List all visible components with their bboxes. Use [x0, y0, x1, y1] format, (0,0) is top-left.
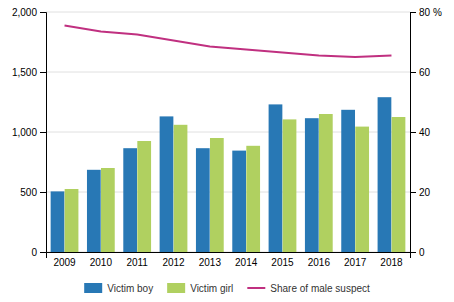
- tick-label: 60: [419, 67, 431, 78]
- bar: [210, 138, 224, 252]
- tick-label: 1,500: [12, 67, 37, 78]
- line: [65, 26, 392, 58]
- legend-swatch: [247, 287, 265, 289]
- legend-label: Victim girl: [190, 283, 233, 294]
- tick-label: 2011: [126, 257, 148, 268]
- legend-label: Share of male suspect: [270, 283, 370, 294]
- tick: 2018: [380, 252, 403, 268]
- bar: [196, 148, 210, 252]
- tick-mark: [410, 132, 416, 133]
- tick: 0: [410, 247, 425, 258]
- legend-label: Victim boy: [107, 283, 153, 294]
- tick-mark: [40, 12, 46, 13]
- tick: 2013: [199, 252, 222, 268]
- tick-mark: [40, 252, 46, 253]
- bar: [269, 104, 283, 252]
- tick: 2017: [344, 252, 367, 268]
- tick-label: 40: [419, 127, 431, 138]
- tick-label: 2013: [199, 257, 222, 268]
- grid: [46, 12, 410, 252]
- tick-mark: [410, 12, 416, 13]
- tick-mark: [40, 132, 46, 133]
- tick: 2,000: [12, 7, 46, 18]
- tick-label: 2012: [162, 257, 185, 268]
- tick-label: 0: [31, 247, 37, 258]
- bar: [123, 148, 137, 252]
- tick-label: 2014: [235, 257, 258, 268]
- axis-line: [411, 13, 417, 253]
- tick: 500: [20, 187, 46, 198]
- legend-item: Victim boy: [84, 283, 153, 294]
- tick-mark: [410, 192, 416, 193]
- bar: [87, 170, 101, 252]
- bar-series: [65, 114, 406, 252]
- tick: 2012: [162, 252, 185, 268]
- tick: 20: [410, 187, 431, 198]
- bar: [101, 168, 115, 252]
- tick-label: 500: [20, 187, 37, 198]
- grid-line: [46, 12, 410, 13]
- bar: [160, 116, 174, 252]
- tick: 1,000: [12, 127, 46, 138]
- tick-mark: [40, 192, 46, 193]
- tick-label: 2018: [380, 257, 403, 268]
- tick-label: 2,000: [12, 7, 37, 18]
- axis-line: [40, 13, 47, 253]
- tick: 2015: [271, 252, 294, 268]
- tick-label: 2009: [53, 257, 76, 268]
- bar: [51, 191, 65, 252]
- bar: [319, 114, 333, 252]
- tick: 1,500: [12, 67, 46, 78]
- marks: [51, 26, 406, 253]
- plot-area: 05001,0001,5002,000020406080 %2009201020…: [12, 7, 442, 268]
- legend-item: Share of male suspect: [247, 283, 370, 294]
- tick-label: 20: [419, 187, 431, 198]
- tick: 2009: [53, 252, 76, 268]
- chart: 05001,0001,5002,000020406080 %2009201020…: [0, 0, 454, 302]
- tick-label: 2016: [308, 257, 331, 268]
- tick-mark: [410, 72, 416, 73]
- tick: 40: [410, 127, 431, 138]
- bar: [283, 119, 297, 252]
- tick-label: 2015: [271, 257, 294, 268]
- bar: [137, 141, 151, 252]
- y2-axis: 0 20 40 60 80 %: [410, 7, 442, 258]
- tick: 2016: [308, 252, 331, 268]
- tick-label: 2017: [344, 257, 367, 268]
- tick-mark: [40, 72, 46, 73]
- bar: [392, 117, 406, 252]
- legend-swatch: [84, 283, 102, 293]
- bar: [65, 189, 79, 252]
- tick-label: 2010: [90, 257, 113, 268]
- bar: [341, 110, 355, 252]
- tick: 60: [410, 67, 431, 78]
- bar-series: [51, 97, 392, 252]
- tick: 2010: [90, 252, 113, 268]
- legend-item: Victim girl: [167, 283, 233, 294]
- tick-label: 80 %: [419, 7, 442, 18]
- bar: [355, 127, 369, 252]
- bar: [378, 97, 392, 252]
- tick-label: 1,000: [12, 127, 37, 138]
- bar: [305, 118, 319, 252]
- tick-label: 0: [419, 247, 425, 258]
- legend: Victim boy Victim girl Share of male suspe…: [84, 283, 370, 294]
- legend-swatch: [167, 283, 185, 293]
- tick: 2011: [126, 252, 148, 268]
- tick: 0: [31, 247, 46, 258]
- grid-line: [46, 72, 410, 73]
- tick: 2014: [235, 252, 258, 268]
- y-axis: 0 500 1,000 1,500 2,000: [12, 7, 47, 258]
- bar: [232, 151, 246, 252]
- bar: [246, 146, 260, 252]
- tick: 80 %: [410, 7, 442, 18]
- x-axis: 2009 2010 2011 2012 2013 2014 2015 2016 2017 2018: [47, 252, 411, 268]
- bar: [174, 125, 188, 252]
